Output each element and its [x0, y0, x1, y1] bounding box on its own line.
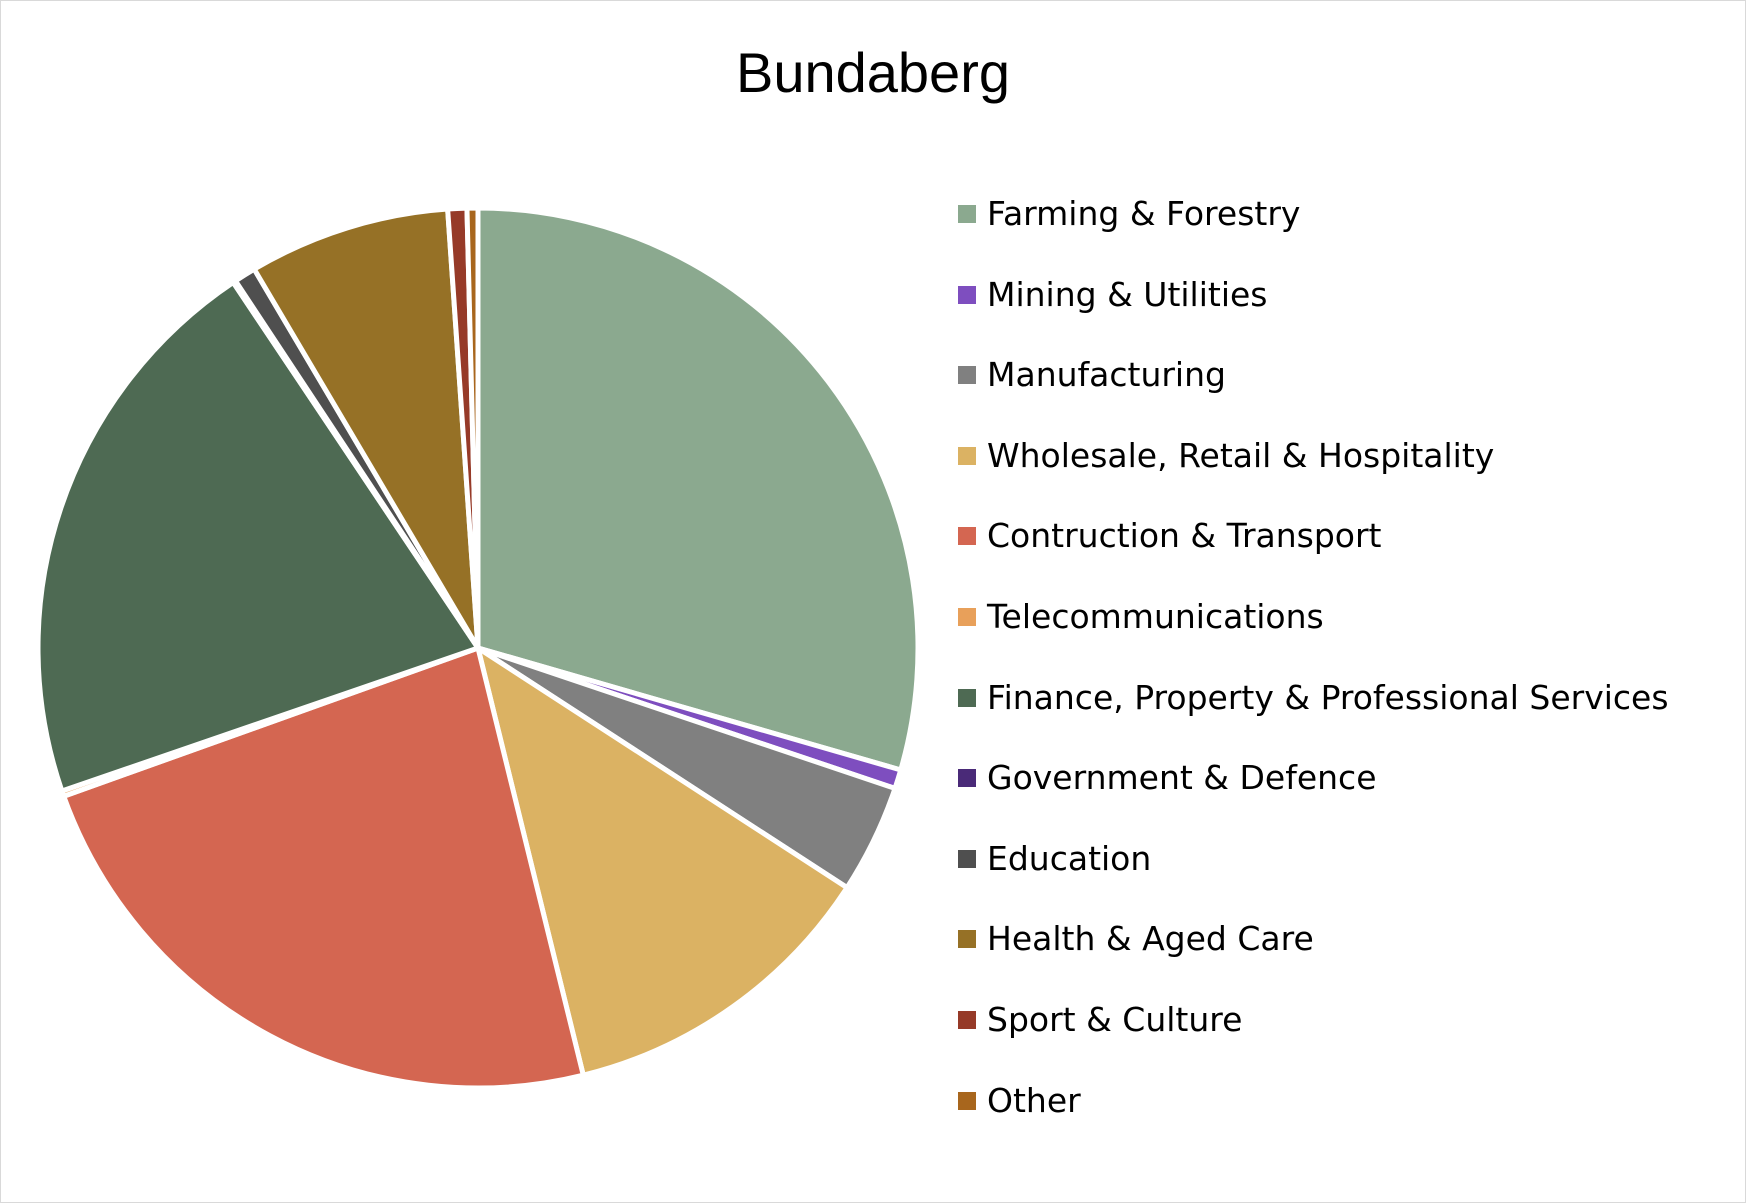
legend-swatch [958, 769, 976, 788]
legend-label: Other [987, 1080, 1081, 1120]
legend-label: Government & Defence [987, 758, 1377, 798]
legend-swatch [958, 1091, 976, 1110]
pie-slice-finance-property-and-professional-services [35, 279, 481, 794]
pie-slice-health-and-aged-care [251, 206, 481, 651]
legend-swatch [958, 688, 976, 707]
legend-swatch [958, 930, 976, 949]
legend-swatch [958, 1010, 976, 1029]
legend-swatch [958, 446, 976, 465]
legend-label: Mining & Utilities [987, 274, 1268, 314]
legend-label: Finance, Property & Professional Service… [987, 677, 1669, 717]
legend-swatch [958, 527, 976, 546]
pie-slice-farming-and-forestry [475, 205, 921, 773]
legend-swatch [958, 366, 976, 385]
legend-label: Wholesale, Retail & Hospitality [987, 435, 1495, 475]
legend-label: Health & Aged Care [987, 919, 1314, 959]
chart-title: Bundaberg [735, 41, 1010, 104]
pie-slice-contruction-and-transport [61, 645, 586, 1091]
legend-label: Contruction & Transport [987, 516, 1382, 556]
legend-label: Education [987, 838, 1152, 878]
legend-label: Farming & Forestry [987, 194, 1301, 233]
pie-slice-other [464, 205, 481, 651]
legend-swatch [958, 285, 976, 304]
legend-label: Sport & Culture [987, 999, 1243, 1039]
legend-label: Manufacturing [987, 355, 1226, 395]
legend-label: Telecommunications [987, 596, 1324, 636]
pie-slice-wholesale-retail-and-hospitality [475, 645, 850, 1078]
legend-swatch [958, 205, 976, 223]
legend-swatch [958, 849, 976, 868]
legend-swatch [958, 607, 976, 626]
